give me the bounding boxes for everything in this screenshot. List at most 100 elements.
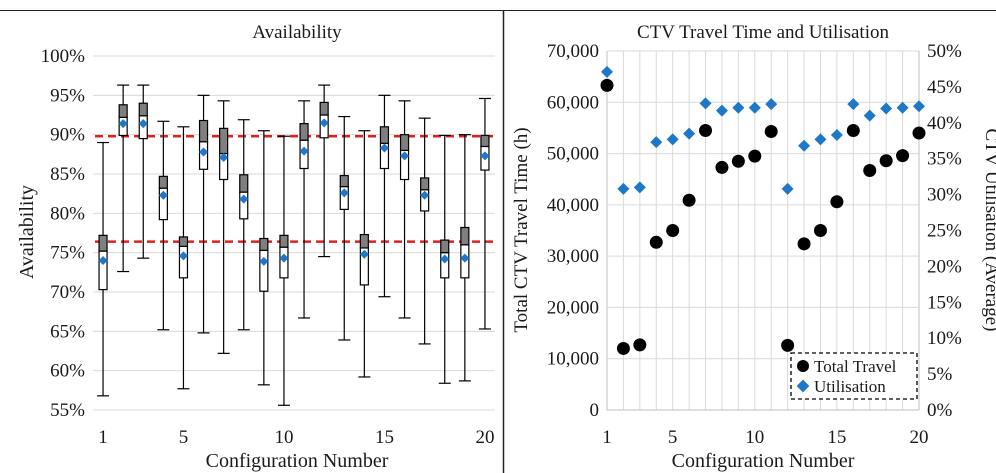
box-plot-15 — [378, 94, 391, 298]
data-point-total-travel — [748, 149, 762, 163]
y-tick-label: 60% — [50, 361, 85, 382]
x-tick-label: 20 — [475, 427, 494, 448]
y-tick-label: 90% — [50, 125, 85, 146]
data-point-total-travel — [633, 338, 647, 352]
data-point-total-travel — [616, 341, 630, 355]
box-plot-20 — [478, 97, 491, 330]
y-tick-label: 85% — [50, 164, 85, 185]
x-tick-label: 10 — [745, 427, 764, 448]
mean-marker — [98, 256, 108, 266]
data-point-utilisation — [880, 102, 893, 115]
data-point-utilisation — [633, 181, 646, 194]
data-point-total-travel — [813, 224, 827, 237]
y2-axis-label: CTV Utilisation (Average) — [981, 129, 996, 332]
y2-tick-labels: 0% 5% 10% 15% 20% 25% 30% 35% 40% 45% 50% — [927, 41, 962, 421]
box-upper — [98, 234, 108, 252]
mean-marker — [279, 253, 289, 263]
data-point-utilisation — [732, 101, 745, 114]
box-upper — [460, 226, 470, 246]
y2-tick-label: 0% — [927, 400, 953, 421]
box-upper — [259, 237, 269, 251]
data-point-utilisation — [601, 65, 613, 78]
data-point-total-travel — [764, 125, 778, 139]
mean-marker — [138, 119, 148, 129]
y-tick-label: 30,000 — [547, 246, 599, 267]
chart-title: CTV Travel Time and Utilisation — [637, 22, 889, 43]
mean-marker — [239, 194, 249, 204]
mean-marker — [118, 119, 128, 129]
mean-marker — [420, 190, 430, 200]
data-point-utilisation — [666, 133, 679, 146]
data-point-total-travel — [896, 149, 910, 163]
series-total-travel — [600, 78, 926, 355]
mean-marker — [400, 151, 410, 161]
y-axis-label: Total CTV Travel Time (h) — [511, 127, 532, 332]
y2-tick-label: 25% — [927, 221, 962, 242]
y-tick-labels: 0 10,000 20,000 30,000 40,000 50,000 60,000 70,… — [547, 41, 599, 421]
box-plot-14 — [358, 130, 371, 378]
data-point-utilisation — [847, 98, 860, 111]
y2-tick-label: 20% — [927, 256, 962, 277]
box-plot-7 — [217, 100, 230, 354]
box-plot-9 — [257, 130, 270, 386]
mean-marker — [199, 147, 209, 157]
data-point-total-travel — [649, 235, 663, 249]
box-upper — [118, 104, 128, 118]
box-series — [97, 84, 491, 406]
y-gridlines — [93, 55, 495, 411]
data-point-utilisation — [617, 182, 630, 195]
y2-tick-label: 15% — [927, 292, 962, 313]
y-tick-label: 70,000 — [547, 41, 599, 62]
data-point-total-travel — [682, 193, 696, 207]
x-tick-label: 15 — [827, 427, 846, 448]
y2-tick-label: 40% — [927, 113, 962, 134]
data-point-total-travel — [715, 160, 729, 174]
data-point-utilisation — [683, 127, 696, 140]
legend: Total Travel Utilisation — [790, 352, 918, 400]
y-tick-label: 20,000 — [547, 297, 599, 318]
box-upper — [379, 126, 390, 144]
y-tick-labels: 55% 60% 65% 70% 75% 80% 85% 90% 95% 100% — [41, 46, 86, 421]
mean-marker — [158, 190, 168, 200]
box-upper — [239, 174, 249, 193]
y2-tick-label: 50% — [927, 41, 962, 62]
mean-marker — [319, 118, 329, 128]
y-tick-label: 95% — [50, 85, 85, 106]
mean-marker — [178, 251, 188, 261]
x-tick-label: 1 — [98, 427, 108, 448]
availability-chart: Availability 55% 60% 65% 70% 75% 80% 85% 90% 95%… — [16, 22, 495, 472]
mean-marker — [359, 249, 369, 259]
legend-marker-total-travel — [797, 360, 809, 372]
chart-title: Availability — [252, 22, 342, 43]
x-tick-labels: 1 5 10 15 20 — [602, 427, 928, 448]
y2-tick-label: 35% — [927, 149, 962, 170]
data-point-total-travel — [699, 123, 713, 137]
mean-marker — [379, 143, 389, 153]
box-upper — [178, 236, 189, 247]
data-point-total-travel — [781, 338, 795, 352]
box-plot-6 — [197, 94, 210, 334]
legend-label-utilisation: Utilisation — [814, 377, 886, 396]
box-plot-5 — [177, 126, 190, 390]
box-plot-12 — [318, 84, 331, 258]
y-tick-label: 65% — [50, 321, 85, 342]
data-point-total-travel — [912, 126, 926, 140]
y-tick-label: 80% — [50, 203, 85, 224]
x-tick-label: 20 — [910, 427, 929, 448]
data-point-utilisation — [798, 139, 811, 152]
box-plot-13 — [338, 115, 351, 341]
mean-marker — [440, 254, 450, 264]
box-plot-4 — [157, 120, 170, 331]
box-lower — [178, 245, 189, 279]
data-point-utilisation — [748, 101, 761, 114]
y-tick-label: 55% — [50, 400, 85, 421]
x-tick-label: 5 — [668, 427, 678, 448]
y-tick-label: 0 — [590, 400, 600, 421]
y-tick-label: 100% — [41, 46, 86, 67]
box-upper — [158, 175, 168, 189]
data-point-total-travel — [600, 78, 614, 92]
y2-tick-label: 10% — [927, 328, 962, 349]
y-tick-label: 60,000 — [547, 92, 599, 113]
box-plot-16 — [398, 100, 411, 319]
